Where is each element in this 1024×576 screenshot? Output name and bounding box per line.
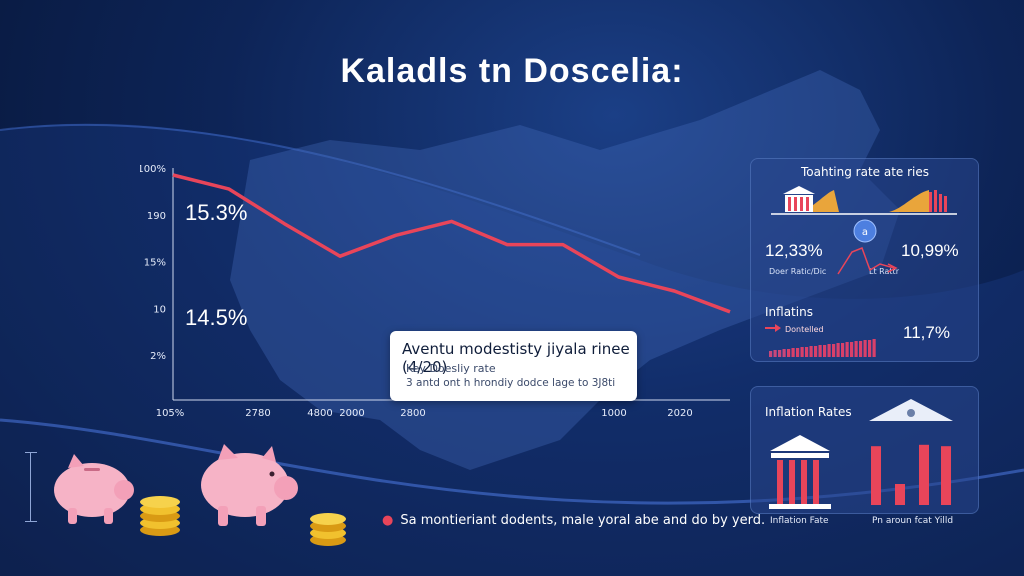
line-chart: 100% 190 15% 10 2% 105% 2780 4800 2000 2800 1000 2… <box>140 164 731 419</box>
mini-bar <box>845 342 849 357</box>
mini-bar <box>841 343 845 357</box>
x-tick-label: 2800 <box>400 408 425 419</box>
inflation-bar <box>871 446 881 505</box>
x-tick-label: 2020 <box>667 408 692 419</box>
page-title: Kaladls tn Doscelia: <box>340 52 684 90</box>
mini-bar <box>859 341 863 357</box>
mini-bar <box>836 343 840 357</box>
mini-bar <box>832 344 836 357</box>
mini-bar <box>827 344 831 357</box>
inflation-rate-label: Inflation Fate <box>770 516 829 526</box>
bullet-dot-icon: ● <box>382 513 394 528</box>
y-tick-label: 100% <box>140 164 166 175</box>
mini-bar <box>800 347 804 357</box>
mini-bar <box>769 351 773 357</box>
mini-bar <box>818 345 822 357</box>
mini-bar <box>791 348 795 357</box>
callout-note: 3 antd ont h hrondiy dodce lage to 3J8ti <box>406 377 616 389</box>
x-tick-label: 1000 <box>601 408 626 419</box>
mini-bar <box>863 340 867 357</box>
rate-left-label: Doer Ratic/Dic <box>769 267 827 276</box>
rate-right-label: Lt Rattr <box>869 267 899 276</box>
yield-label: Pn aroun fcat Yilld <box>872 516 954 526</box>
rate-right-value: 10,99% <box>901 241 959 260</box>
y-tick-label: 10 <box>153 304 166 315</box>
x-tick-label: 2000 <box>339 408 364 419</box>
piggy-bank-icon <box>54 454 134 524</box>
mini-bar <box>854 341 858 357</box>
info-icon: a <box>853 219 877 243</box>
mini-bar <box>782 349 786 357</box>
x-tick-label: 105% <box>156 408 185 419</box>
rate-left-value: 12,33% <box>765 241 823 260</box>
mini-bar <box>823 345 827 357</box>
bank-icon <box>769 435 831 509</box>
footer-caption: ● Sa montieriant dodents, male yoral abe … <box>382 513 765 528</box>
piggy-bank-large-icon <box>201 444 298 526</box>
inflation-bar-graphic <box>869 399 953 505</box>
coins-stack-icon <box>140 496 180 536</box>
savings-illustration <box>54 444 346 546</box>
mini-bar <box>872 339 876 357</box>
callout-subtitle: Key Doesliy rate <box>406 362 496 375</box>
inflation-value: 11,7% <box>903 323 950 342</box>
y-tick-label: 15% <box>144 258 166 269</box>
callout-title: Aventu modestisty jiyala rinee (4/20) <box>402 340 630 376</box>
mini-bar <box>778 350 782 357</box>
inflation-panel-title: Inflation Rates <box>765 405 852 419</box>
y-tick-label: 190 <box>147 211 166 222</box>
rates-banner-graphic <box>771 186 957 215</box>
mini-bar <box>868 340 872 357</box>
mini-bar <box>809 346 813 357</box>
inflation-mini-bars <box>769 339 876 357</box>
inflation-panel: Inflation Rates <box>750 386 979 514</box>
mini-bar <box>773 350 777 357</box>
coins-small-icon <box>310 513 346 546</box>
rates-panel-title: Toahting rate ate ries <box>801 165 930 179</box>
arrow-right-icon <box>765 324 781 332</box>
x-tick-label: 4800 <box>307 408 332 419</box>
rate-trend-graphic <box>837 247 898 275</box>
mini-bar <box>796 348 800 357</box>
mini-bar <box>850 342 854 357</box>
caption-text: Sa montieriant dodents, male yoral abe a… <box>400 513 766 528</box>
inflation-label: Dontelled <box>785 325 824 334</box>
rates-panel: Toahting rate ate ries a 12,33% 10,99% D… <box>750 158 979 362</box>
chart-callout: Aventu modestisty jiyala rinee (4/20) Ke… <box>390 331 637 401</box>
y-tick-label: 2% <box>150 351 166 362</box>
inflation-bar <box>941 446 951 505</box>
mini-bar <box>814 346 818 357</box>
mini-bar <box>787 349 791 357</box>
mini-bar <box>805 347 809 357</box>
x-tick-label: 2780 <box>245 408 270 419</box>
inflation-subtitle: Inflatins <box>765 305 813 319</box>
annotation-lower: 14.5% <box>185 305 248 330</box>
inflation-bar <box>895 484 905 505</box>
annotation-upper: 15.3% <box>185 200 248 225</box>
bracket-decoration <box>25 452 43 522</box>
svg-text:a: a <box>862 227 868 238</box>
inflation-bar <box>919 444 929 505</box>
series-line <box>172 173 731 314</box>
